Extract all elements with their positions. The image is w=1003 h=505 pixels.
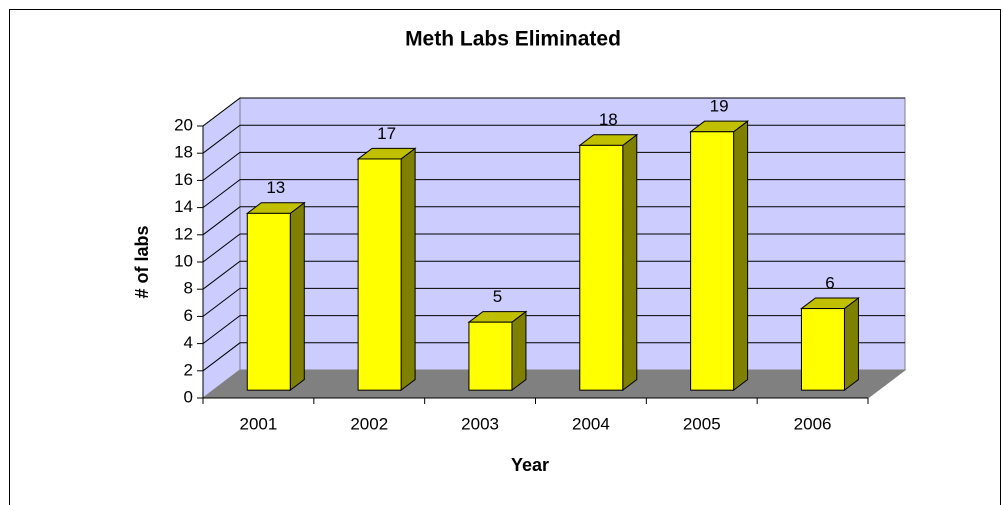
y-tick-label: 8 bbox=[184, 279, 193, 298]
grid-line bbox=[202, 315, 905, 344]
bar bbox=[800, 308, 845, 391]
grid-line bbox=[202, 233, 905, 263]
value-label: 19 bbox=[710, 97, 729, 116]
bar-side bbox=[511, 310, 527, 392]
y-tick-label: 0 bbox=[184, 387, 193, 406]
x-tick-label: 2003 bbox=[461, 414, 499, 433]
y-tick-label: 16 bbox=[174, 170, 193, 189]
value-label: 17 bbox=[377, 124, 396, 143]
y-tick-label: 20 bbox=[174, 115, 193, 134]
grid-line bbox=[202, 260, 905, 290]
y-tick-label: 4 bbox=[184, 333, 193, 352]
x-tick-label: 2005 bbox=[683, 414, 721, 433]
x-tick-label: 2002 bbox=[350, 414, 388, 433]
grid-line bbox=[202, 179, 905, 208]
grid-line bbox=[202, 206, 905, 236]
y-tick-label: 12 bbox=[174, 224, 193, 243]
bar-side bbox=[289, 201, 305, 392]
x-tick-label: 2006 bbox=[794, 414, 832, 433]
bar-side bbox=[843, 296, 859, 392]
bar bbox=[690, 131, 735, 391]
bar bbox=[468, 321, 513, 391]
value-label: 13 bbox=[266, 178, 285, 197]
y-axis-label: # of labs bbox=[132, 225, 152, 298]
grid-line bbox=[202, 97, 905, 127]
floor bbox=[201, 369, 907, 399]
bar bbox=[579, 144, 624, 391]
grid-line bbox=[202, 342, 905, 372]
y-tick-label: 2 bbox=[184, 360, 193, 379]
y-tick-label: 6 bbox=[184, 306, 193, 325]
x-tick-label: 2001 bbox=[240, 414, 278, 433]
x-axis-label: Year bbox=[511, 455, 549, 475]
value-label: 18 bbox=[599, 110, 618, 129]
bar bbox=[357, 158, 402, 391]
grid-line bbox=[202, 151, 905, 181]
chart-title: Meth Labs Eliminated bbox=[405, 28, 621, 51]
bar-side bbox=[622, 133, 638, 392]
bar-side bbox=[733, 120, 749, 392]
y-tick-label: 18 bbox=[174, 143, 193, 162]
value-label: 6 bbox=[825, 273, 834, 292]
y-tick-label: 10 bbox=[174, 251, 193, 270]
y-tick-label: 14 bbox=[174, 197, 193, 216]
value-label: 5 bbox=[493, 287, 502, 306]
grid-line bbox=[202, 287, 905, 317]
bar-side bbox=[400, 147, 416, 392]
grid-line bbox=[202, 124, 905, 154]
bar bbox=[246, 212, 291, 391]
x-tick-label: 2004 bbox=[572, 414, 610, 433]
